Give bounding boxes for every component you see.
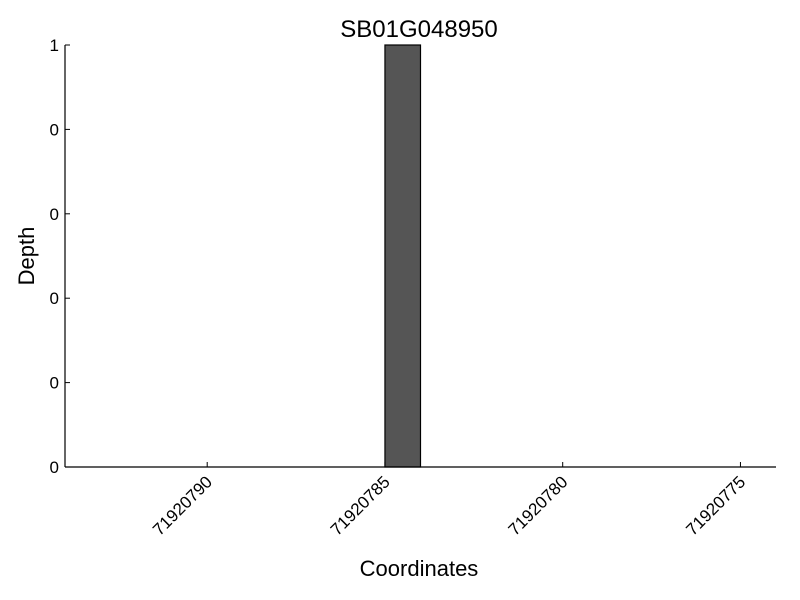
y-tick-label: 0 xyxy=(50,120,59,139)
x-axis-label: Coordinates xyxy=(360,556,479,581)
x-tick-label: 71920790 xyxy=(149,472,216,539)
x-tick-label: 71920785 xyxy=(327,472,394,539)
x-tick-label: 71920775 xyxy=(682,472,749,539)
y-tick-label: 0 xyxy=(50,205,59,224)
chart-title: SB01G048950 xyxy=(340,16,497,43)
x-tick-label: 71920780 xyxy=(505,472,572,539)
y-tick-label: 0 xyxy=(50,289,59,308)
y-tick-label: 1 xyxy=(50,36,59,55)
bar-71920785 xyxy=(384,44,422,468)
y-tick-label: 0 xyxy=(50,374,59,393)
y-axis-label: Depth xyxy=(14,227,39,286)
y-tick-label: 0 xyxy=(50,458,59,477)
